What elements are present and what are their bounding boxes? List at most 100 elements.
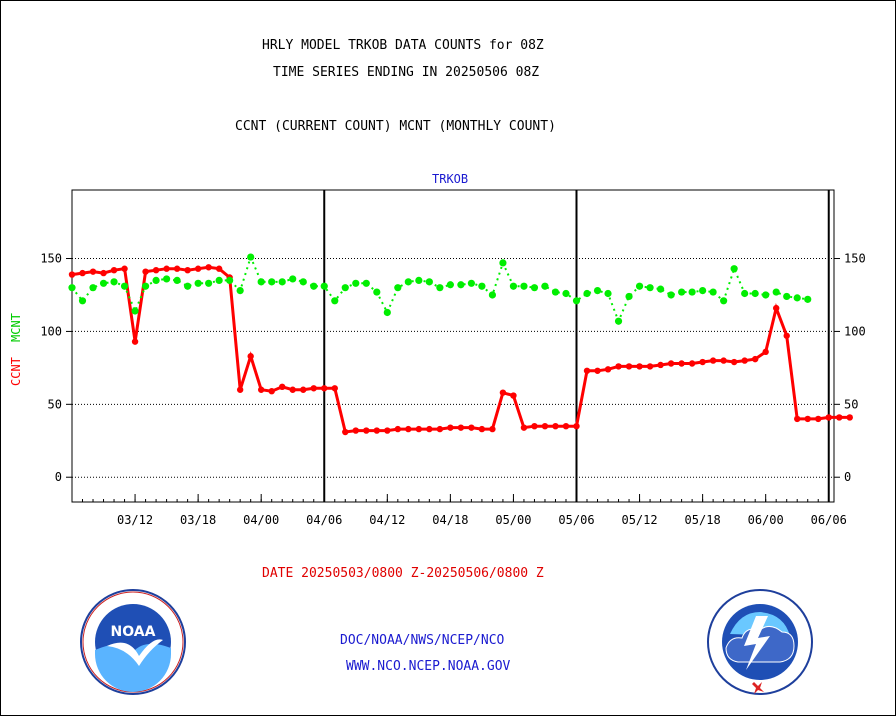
data-point-mcnt <box>572 297 581 305</box>
data-point-ccnt <box>352 427 359 434</box>
data-point-mcnt <box>551 288 560 296</box>
data-point-ccnt <box>573 422 580 430</box>
data-point-mcnt <box>110 278 118 286</box>
series-line-ccnt <box>71 265 850 434</box>
data-point-mcnt <box>257 278 265 286</box>
data-point-mcnt <box>751 289 759 298</box>
data-point-ccnt <box>384 427 391 434</box>
data-point-mcnt <box>289 275 297 283</box>
data-point-mcnt <box>247 253 255 261</box>
data-point-mcnt <box>699 286 707 295</box>
data-point-mcnt <box>614 317 623 325</box>
y-label-ccnt: CCNT <box>9 357 23 386</box>
data-point-mcnt <box>541 282 549 290</box>
data-point-mcnt <box>320 282 328 290</box>
data-point-mcnt <box>688 288 696 296</box>
data-point-mcnt <box>205 279 213 287</box>
data-point-ccnt <box>321 385 328 392</box>
data-point-ccnt <box>89 268 97 275</box>
data-point-mcnt <box>404 278 412 286</box>
data-point-mcnt <box>656 285 665 293</box>
data-point-ccnt <box>657 361 664 369</box>
doc-link[interactable]: DOC/NOAA/NWS/NCEP/NCO <box>340 633 505 648</box>
data-point-ccnt <box>310 385 317 392</box>
data-point-mcnt <box>415 276 423 284</box>
x-tick-label: 05/06 <box>558 513 594 527</box>
data-point-ccnt <box>615 363 622 370</box>
data-point-mcnt <box>509 282 518 290</box>
data-point-ccnt <box>279 383 286 391</box>
data-point-mcnt <box>278 278 286 286</box>
data-point-ccnt <box>121 265 128 272</box>
data-point-ccnt <box>646 363 654 370</box>
data-point-ccnt <box>583 367 591 374</box>
plot-area <box>71 189 835 503</box>
data-point-ccnt <box>457 424 465 431</box>
data-point-ccnt <box>720 357 727 364</box>
data-point-ccnt <box>268 387 275 395</box>
data-point-mcnt <box>184 282 192 290</box>
data-point-ccnt <box>79 269 86 277</box>
x-tick-label: 04/12 <box>369 513 405 527</box>
x-tick-label: 04/18 <box>432 513 468 527</box>
data-point-ccnt <box>499 389 507 396</box>
data-point-ccnt <box>131 338 139 345</box>
data-point-ccnt <box>688 360 696 367</box>
series-description: CCNT (CURRENT COUNT) MCNT (MONTHLY COUNT… <box>235 119 556 134</box>
data-point-mcnt <box>89 284 97 292</box>
data-point-mcnt <box>152 276 160 284</box>
data-point-ccnt <box>289 386 296 393</box>
data-point-mcnt <box>730 265 738 273</box>
data-point-ccnt <box>173 265 181 272</box>
chart-title: HRLY MODEL TRKOB DATA COUNTS for 08Z <box>262 38 544 53</box>
data-point-mcnt <box>268 278 276 286</box>
data-point-mcnt <box>99 279 108 287</box>
website-link[interactable]: WWW.NCO.NCEP.NOAA.GOV <box>346 659 511 674</box>
data-point-ccnt <box>257 386 265 393</box>
data-point-mcnt <box>446 281 454 289</box>
data-point-ccnt <box>741 357 748 364</box>
data-point-mcnt <box>236 286 244 295</box>
data-point-ccnt <box>110 266 118 274</box>
data-point-mcnt <box>131 307 139 315</box>
data-point-mcnt <box>488 291 497 299</box>
data-point-ccnt <box>751 355 759 363</box>
date-range-label: DATE 20250503/0800 Z-20250506/0800 Z <box>262 566 544 581</box>
y-tick-label-left: 150 <box>40 252 62 266</box>
data-point-mcnt <box>562 289 570 298</box>
data-point-mcnt <box>499 259 507 267</box>
data-point-ccnt <box>163 265 170 272</box>
data-point-ccnt <box>489 425 496 433</box>
data-point-ccnt <box>709 357 717 364</box>
data-point-ccnt <box>815 415 822 423</box>
x-tick-label: 06/06 <box>811 513 847 527</box>
data-point-mcnt <box>173 276 181 284</box>
data-point-mcnt <box>436 284 444 292</box>
data-point-mcnt <box>299 278 307 286</box>
data-point-ccnt <box>205 264 212 271</box>
data-point-ccnt <box>447 424 454 431</box>
data-point-mcnt <box>383 308 391 317</box>
data-point-mcnt <box>720 297 728 305</box>
x-tick-label: 04/06 <box>306 513 342 527</box>
nws-logo <box>707 589 813 695</box>
data-point-mcnt <box>646 284 654 292</box>
data-point-ccnt <box>846 414 853 421</box>
data-point-ccnt <box>415 425 423 433</box>
data-point-mcnt <box>310 282 318 290</box>
data-point-mcnt <box>678 288 686 296</box>
data-point-ccnt <box>604 366 612 373</box>
x-tick-label: 03/18 <box>180 513 216 527</box>
data-point-mcnt <box>331 297 339 305</box>
data-point-mcnt <box>478 282 486 290</box>
noaa-logo: NOAA <box>80 589 186 695</box>
y-axis-labels: CCNT MCNT <box>9 313 23 386</box>
data-point-mcnt <box>530 284 539 292</box>
data-point-ccnt <box>236 386 244 393</box>
series-layer <box>68 253 853 436</box>
data-point-ccnt <box>100 269 107 277</box>
y-tick-label-right: 0 <box>844 470 851 484</box>
data-point-mcnt <box>226 276 234 284</box>
data-point-mcnt <box>520 282 528 290</box>
